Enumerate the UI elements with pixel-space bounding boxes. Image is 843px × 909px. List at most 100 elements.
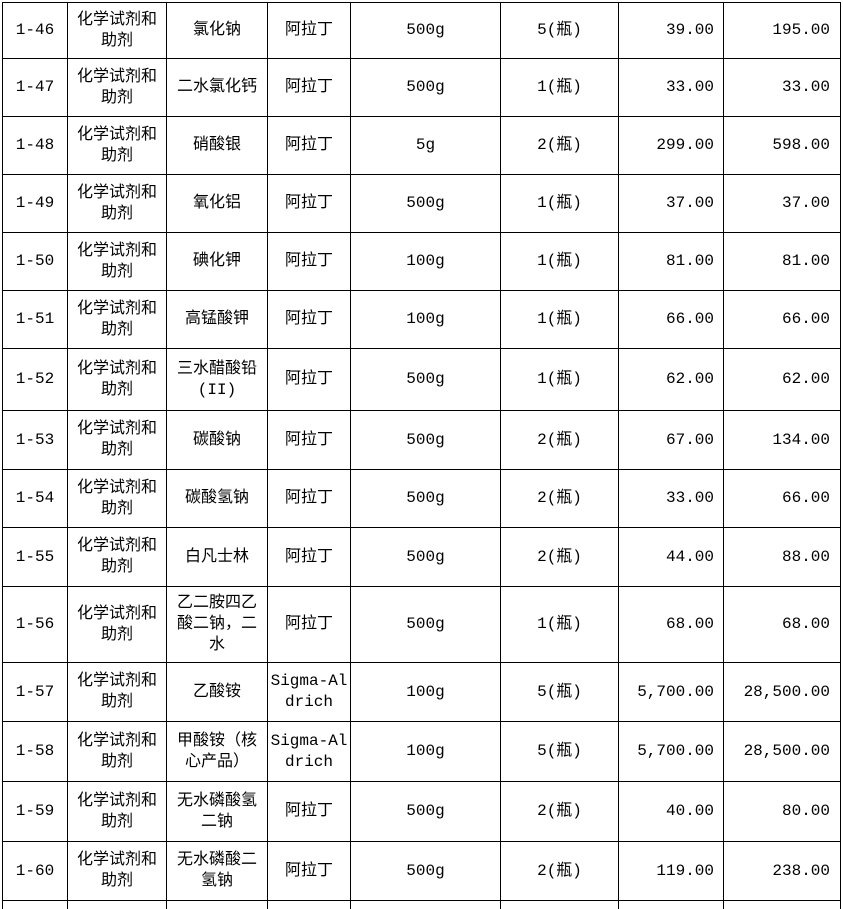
cell-category: 化学试剂和助剂 [67, 116, 167, 175]
cell-name: 乙酸铵 [166, 662, 268, 722]
cell-id: 1-53 [2, 410, 68, 470]
cell-category: 化学试剂和助剂 [67, 410, 167, 470]
cell-spec: 500g [350, 410, 501, 470]
table-row: 1-57 化学试剂和助剂 乙酸铵 Sigma-Aldrich 100g 5(瓶) 5,700… [2, 662, 841, 722]
cell-total-price: 88.00 [723, 527, 841, 587]
cell-quantity: 1(瓶) [500, 290, 619, 349]
cell-quantity: 2(瓶) [500, 527, 619, 587]
cell-name: 白凡士林 [166, 527, 268, 587]
cell-category: 化学试剂和助剂 [67, 58, 167, 117]
cell-id: 1-46 [2, 2, 68, 59]
cell-category: 化学试剂和助剂 [67, 469, 167, 528]
grid-line-stub [166, 901, 167, 909]
cell-name: 乙二胺四乙酸二钠，二水 [166, 586, 268, 663]
cell-category: 化学试剂和助剂 [67, 721, 167, 782]
cell-quantity: 2(瓶) [500, 116, 619, 175]
cell-id: 1-58 [2, 721, 68, 782]
cell-spec: 500g [350, 527, 501, 587]
cell-quantity: 1(瓶) [500, 232, 619, 291]
cell-quantity: 2(瓶) [500, 469, 619, 528]
cell-id: 1-49 [2, 174, 68, 233]
cell-brand: 阿拉丁 [267, 586, 351, 663]
cell-unit-price: 81.00 [618, 232, 724, 291]
cell-name: 硝酸银 [166, 116, 268, 175]
cell-category: 化学试剂和助剂 [67, 232, 167, 291]
grid-line-stub [618, 901, 619, 909]
cell-spec: 500g [350, 781, 501, 842]
cell-unit-price: 67.00 [618, 410, 724, 470]
cell-total-price: 66.00 [723, 469, 841, 528]
cell-total-price: 598.00 [723, 116, 841, 175]
cell-unit-price: 39.00 [618, 2, 724, 59]
table-row: 1-46 化学试剂和助剂 氯化钠 阿拉丁 500g 5(瓶) 39.00 195.00 [2, 2, 841, 59]
cell-total-price: 33.00 [723, 58, 841, 117]
cell-unit-price: 40.00 [618, 781, 724, 842]
cell-spec: 500g [350, 586, 501, 663]
cell-unit-price: 33.00 [618, 469, 724, 528]
cell-name: 三水醋酸铅(II) [166, 348, 268, 411]
table-row: 1-47 化学试剂和助剂 二水氯化钙 阿拉丁 500g 1(瓶) 33.00 33.00 [2, 58, 841, 117]
cell-quantity: 1(瓶) [500, 174, 619, 233]
cell-unit-price: 5,700.00 [618, 662, 724, 722]
cell-unit-price: 119.00 [618, 841, 724, 901]
cell-brand: Sigma-Aldrich [267, 721, 351, 782]
cell-category: 化学试剂和助剂 [67, 662, 167, 722]
grid-line-stub [67, 901, 68, 909]
cell-brand: 阿拉丁 [267, 58, 351, 117]
table-row: 1-55 化学试剂和助剂 白凡士林 阿拉丁 500g 2(瓶) 44.00 88.00 [2, 527, 841, 587]
cell-total-price: 134.00 [723, 410, 841, 470]
cell-brand: 阿拉丁 [267, 781, 351, 842]
cell-spec: 500g [350, 2, 501, 59]
cell-spec: 500g [350, 348, 501, 411]
cell-brand: 阿拉丁 [267, 2, 351, 59]
cell-total-price: 68.00 [723, 586, 841, 663]
cell-brand: Sigma-Aldrich [267, 662, 351, 722]
table-row: 1-53 化学试剂和助剂 碳酸钠 阿拉丁 500g 2(瓶) 67.00 134.00 [2, 410, 841, 470]
cell-unit-price: 66.00 [618, 290, 724, 349]
cell-brand: 阿拉丁 [267, 290, 351, 349]
cell-quantity: 1(瓶) [500, 58, 619, 117]
cell-unit-price: 299.00 [618, 116, 724, 175]
cell-unit-price: 37.00 [618, 174, 724, 233]
cell-spec: 100g [350, 290, 501, 349]
cell-name: 氯化钠 [166, 2, 268, 59]
cell-name: 二水氯化钙 [166, 58, 268, 117]
cell-spec: 100g [350, 232, 501, 291]
cell-spec: 100g [350, 662, 501, 722]
table-row: 1-58 化学试剂和助剂 甲酸铵（核心产品） Sigma-Aldrich 100g 5(瓶… [2, 721, 841, 782]
cell-brand: 阿拉丁 [267, 232, 351, 291]
cell-id: 1-56 [2, 586, 68, 663]
cell-quantity: 1(瓶) [500, 586, 619, 663]
grid-line-stub [267, 901, 268, 909]
cell-spec: 5g [350, 116, 501, 175]
cell-unit-price: 33.00 [618, 58, 724, 117]
cell-total-price: 62.00 [723, 348, 841, 411]
cell-spec: 500g [350, 174, 501, 233]
cell-id: 1-59 [2, 781, 68, 842]
cell-brand: 阿拉丁 [267, 174, 351, 233]
cell-quantity: 2(瓶) [500, 841, 619, 901]
cell-id: 1-51 [2, 290, 68, 349]
cell-category: 化学试剂和助剂 [67, 174, 167, 233]
cell-spec: 100g [350, 721, 501, 782]
table-row: 1-49 化学试剂和助剂 氧化铝 阿拉丁 500g 1(瓶) 37.00 37.00 [2, 174, 841, 233]
cell-name: 高锰酸钾 [166, 290, 268, 349]
table-row: 1-52 化学试剂和助剂 三水醋酸铅(II) 阿拉丁 500g 1(瓶) 62.00 62.0… [2, 348, 841, 411]
cell-total-price: 28,500.00 [723, 662, 841, 722]
cell-total-price: 66.00 [723, 290, 841, 349]
cell-quantity: 5(瓶) [500, 721, 619, 782]
cell-total-price: 80.00 [723, 781, 841, 842]
cell-spec: 500g [350, 841, 501, 901]
cell-id: 1-50 [2, 232, 68, 291]
cell-name: 无水磷酸氢二钠 [166, 781, 268, 842]
cell-category: 化学试剂和助剂 [67, 586, 167, 663]
cell-quantity: 2(瓶) [500, 410, 619, 470]
grid-line-stub [500, 901, 501, 909]
cell-name: 氧化铝 [166, 174, 268, 233]
cell-id: 1-47 [2, 58, 68, 117]
cell-category: 化学试剂和助剂 [67, 781, 167, 842]
cell-brand: 阿拉丁 [267, 116, 351, 175]
